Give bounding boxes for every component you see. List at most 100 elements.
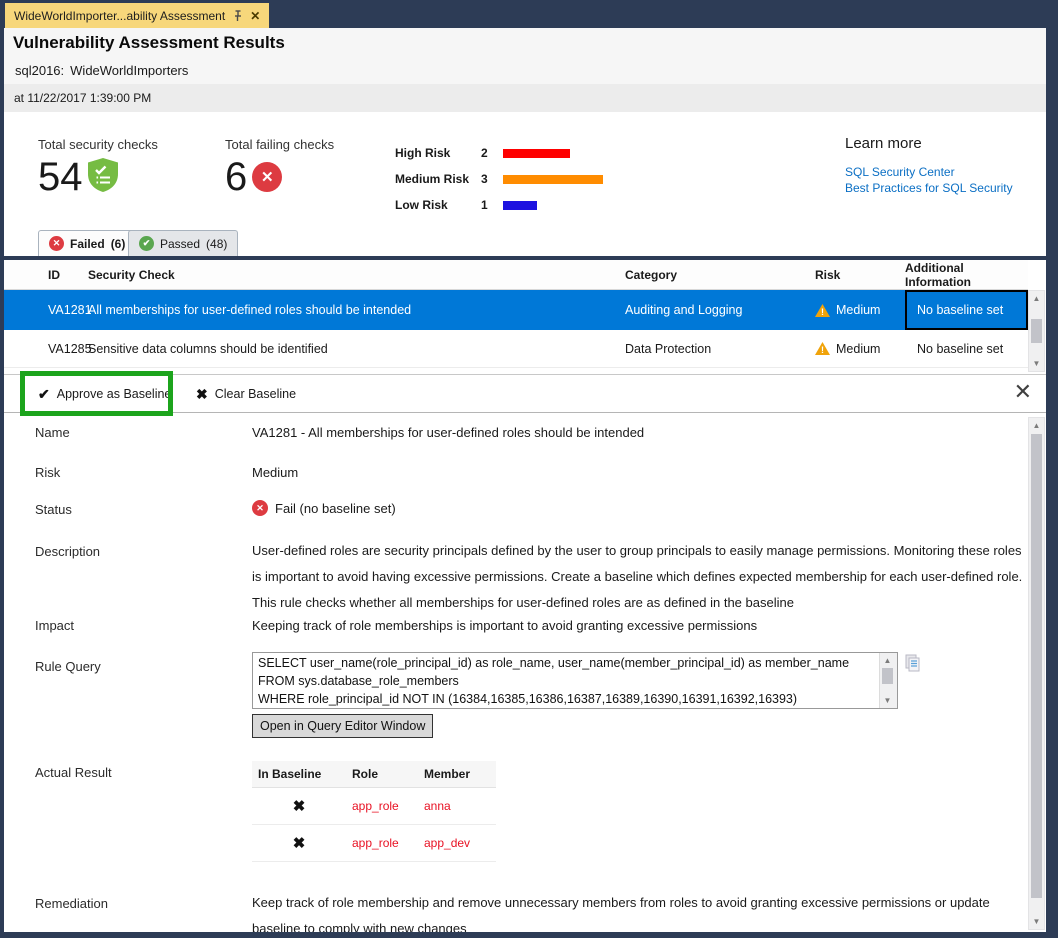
approve-as-baseline-button[interactable]: ✔ Approve as Baseline <box>38 385 172 402</box>
not-in-baseline-icon: ✖ <box>292 835 306 852</box>
detail-scrollbar[interactable]: ▲ ▼ <box>1028 417 1045 930</box>
document-tab-strip: WideWorldImporter...ability Assessment ✕ <box>0 0 1058 28</box>
window-border-right <box>1046 0 1058 938</box>
cell-risk: ! Medium <box>815 342 905 356</box>
member-value: app_dev <box>424 836 471 850</box>
detail-panel: Name VA1281 - All memberships for user-d… <box>4 413 1046 936</box>
scroll-up-icon[interactable]: ▲ <box>883 656 892 665</box>
col-risk: Risk <box>815 267 841 282</box>
actual-result-label: Actual Result <box>35 765 112 780</box>
open-query-editor-button[interactable]: Open in Query Editor Window <box>252 714 434 738</box>
failed-tab-count: (6) <box>110 236 126 251</box>
cell-id: VA1285 <box>48 341 92 356</box>
detail-scrollbar-thumb[interactable] <box>1031 434 1042 898</box>
description-label: Description <box>35 544 101 559</box>
table-row-va1285[interactable]: VA1285 Sensitive data columns should be … <box>4 330 1028 368</box>
high-risk-label: High Risk <box>395 146 451 160</box>
scan-timestamp: at 11/22/2017 1:39:00 PM <box>4 84 1046 112</box>
scroll-up-icon[interactable]: ▲ <box>1032 421 1041 430</box>
not-in-baseline-icon: ✖ <box>292 798 306 815</box>
tab-passed[interactable]: ✔ Passed (48) <box>128 230 239 256</box>
svg-text:!: ! <box>821 345 824 355</box>
close-detail-icon[interactable]: ✕ <box>1013 379 1032 404</box>
name-value: VA1281 - All memberships for user-define… <box>252 425 645 440</box>
rule-query-box[interactable]: SELECT user_name(role_principal_id) as r… <box>252 652 898 709</box>
scroll-up-icon[interactable]: ▲ <box>1032 294 1041 303</box>
col-id: ID <box>48 267 60 282</box>
status-value: ✕ Fail (no baseline set) <box>252 500 396 516</box>
risk-value: Medium <box>252 465 299 480</box>
results-table-header: ID Security Check Category Risk Addition… <box>4 260 1028 290</box>
status-label: Status <box>35 502 72 517</box>
passed-tab-icon: ✔ <box>139 236 154 251</box>
high-risk-count: 2 <box>481 146 488 160</box>
x-icon: ✖ <box>196 385 208 402</box>
document-tab[interactable]: WideWorldImporter...ability Assessment ✕ <box>5 3 270 28</box>
clear-baseline-button[interactable]: ✖ Clear Baseline <box>196 385 297 402</box>
query-scrollbar[interactable]: ▲ ▼ <box>879 653 897 708</box>
fail-circle-icon: ✕ <box>252 162 283 192</box>
summary-section: Total security checks 54 Total failing c… <box>4 112 1046 230</box>
medium-risk-count: 3 <box>481 172 488 186</box>
failing-checks-label: Total failing checks <box>225 137 335 152</box>
warning-triangle-icon: ! <box>815 303 830 317</box>
query-scrollbar-thumb[interactable] <box>882 668 893 684</box>
scroll-down-icon[interactable]: ▼ <box>1032 917 1041 926</box>
failed-tab-label: Failed <box>70 236 105 251</box>
shield-check-icon <box>87 157 118 197</box>
member-value: anna <box>424 799 451 813</box>
cell-check: Sensitive data columns should be identif… <box>88 341 328 356</box>
server-database: sql2016: WideWorldImporters <box>15 63 188 78</box>
baseline-toolbar: ✔ Approve as Baseline ✖ Clear Baseline ✕ <box>4 374 1046 413</box>
results-table: ID Security Check Category Risk Addition… <box>4 260 1028 368</box>
document-tab-title: WideWorldImporter...ability Assessment <box>14 8 226 23</box>
scroll-down-icon[interactable]: ▼ <box>1032 359 1041 368</box>
col-category: Category <box>625 267 678 282</box>
scroll-down-icon[interactable]: ▼ <box>883 696 892 705</box>
medium-risk-bar <box>503 174 603 184</box>
pin-icon[interactable] <box>232 9 243 22</box>
svg-text:!: ! <box>821 307 824 317</box>
total-checks-value: 54 <box>38 155 83 199</box>
window-border-bottom <box>0 932 1058 938</box>
actual-result-table: In Baseline Role Member ✖ app_role anna … <box>252 761 496 862</box>
actual-result-header: In Baseline Role Member <box>252 761 496 788</box>
cell-additional-info[interactable]: No baseline set <box>905 290 1028 330</box>
copy-icon[interactable] <box>905 654 921 677</box>
col-member: Member <box>424 767 471 781</box>
remediation-value: Keep track of role membership and remove… <box>252 895 990 936</box>
col-role: Role <box>352 767 379 781</box>
close-tab-icon[interactable]: ✕ <box>250 8 261 23</box>
low-risk-bar <box>503 200 537 210</box>
total-checks-label: Total security checks <box>38 137 158 152</box>
table-scrollbar[interactable]: ▲ ▼ <box>1028 290 1045 372</box>
best-practices-link[interactable]: Best Practices for SQL Security <box>845 181 1013 195</box>
cell-id: VA1281 <box>48 303 92 317</box>
sql-security-center-link[interactable]: SQL Security Center <box>845 165 955 179</box>
medium-risk-label: Medium Risk <box>395 172 470 186</box>
impact-value: Keeping track of role memberships is imp… <box>252 618 758 633</box>
warning-triangle-icon: ! <box>815 342 830 355</box>
failing-checks-stat: Total failing checks 6 ✕ <box>225 137 334 198</box>
actual-result-row: ✖ app_role anna <box>252 788 496 825</box>
cell-additional-info: No baseline set <box>917 341 1004 356</box>
check-icon: ✔ <box>38 385 50 402</box>
col-security-check: Security Check <box>88 267 175 282</box>
role-value: app_role <box>352 836 399 850</box>
cell-category: Auditing and Logging <box>625 303 743 317</box>
remediation-label: Remediation <box>35 896 108 911</box>
actual-result-row: ✖ app_role app_dev <box>252 825 496 862</box>
cell-check: All memberships for user-defined roles s… <box>88 303 412 317</box>
legend-row-medium: Medium Risk 3 <box>395 166 603 192</box>
high-risk-bar <box>503 148 570 158</box>
low-risk-label: Low Risk <box>395 198 448 212</box>
results-header: Vulnerability Assessment Results sql2016… <box>4 28 1046 84</box>
legend-row-high: High Risk 2 <box>395 140 570 166</box>
table-scrollbar-thumb[interactable] <box>1031 319 1042 343</box>
cell-risk: ! Medium <box>815 303 905 317</box>
tab-failed[interactable]: ✕ Failed (6) <box>38 230 137 256</box>
description-value: User-defined roles are security principa… <box>252 543 1023 610</box>
table-row-va1281[interactable]: VA1281 All memberships for user-defined … <box>4 290 1028 330</box>
database-name: WideWorldImporters <box>70 63 189 78</box>
risk-label: Risk <box>35 465 61 480</box>
